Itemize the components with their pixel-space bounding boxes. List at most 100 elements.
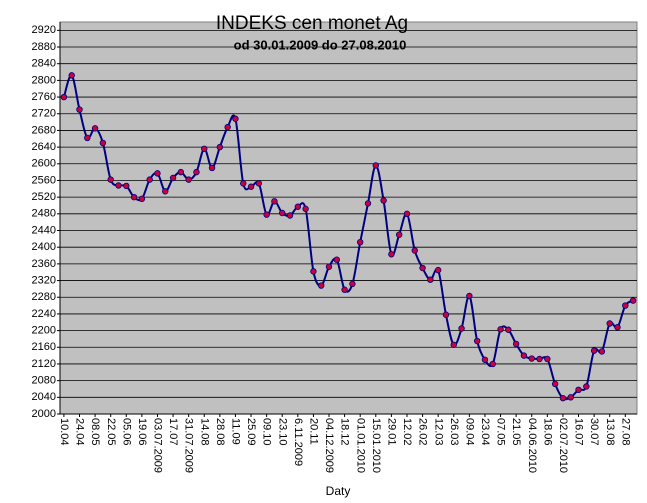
y-tick-label: 2760 (32, 91, 56, 103)
x-tick-label: 24.04 (74, 418, 86, 446)
data-point (544, 355, 551, 363)
data-point (84, 134, 91, 142)
y-tick-label: 2080 (32, 375, 56, 387)
data-point (286, 212, 294, 219)
data-point (294, 203, 302, 210)
data-point (185, 176, 192, 183)
data-point (512, 340, 520, 348)
data-point (255, 180, 263, 187)
x-tick-label: 20.11 (308, 418, 320, 445)
x-tick-label: 15.01.2010 (370, 418, 382, 473)
data-point (388, 251, 395, 258)
data-point (583, 383, 590, 390)
data-point (76, 106, 83, 113)
data-point (395, 231, 403, 238)
x-tick-label: 22.05 (105, 418, 117, 446)
x-tick-label: 23.10 (276, 418, 288, 446)
y-tick-label: 2640 (32, 141, 56, 153)
data-point (528, 355, 535, 362)
data-point (380, 197, 387, 204)
data-point (411, 247, 418, 254)
data-point (318, 282, 325, 289)
x-tick-label: 18.06 (541, 418, 553, 446)
y-tick-label: 2320 (32, 274, 56, 286)
chart-subtitle: od 30.01.2009 do 27.08.2010 (234, 37, 407, 52)
data-point (473, 337, 481, 345)
data-point (497, 326, 504, 333)
data-point (216, 143, 224, 151)
data-point (606, 320, 613, 327)
y-tick-label: 2240 (32, 308, 56, 320)
data-point (232, 115, 239, 122)
x-tick-label: 07.05 (495, 418, 507, 446)
data-point (575, 386, 582, 394)
x-tick-label: 02.07.2010 (557, 418, 569, 473)
x-tick-label: 19.06 (136, 418, 148, 446)
data-point (333, 256, 341, 263)
plot-area (59, 21, 638, 415)
data-point (123, 182, 130, 190)
y-tick-label: 2920 (32, 24, 56, 36)
x-tick-label: 23.04 (479, 418, 491, 446)
x-tick-label: 10.04 (58, 418, 70, 446)
data-point (559, 394, 567, 402)
data-point (138, 195, 146, 203)
y-tick-label: 2520 (32, 191, 56, 203)
y-tick-label: 2680 (32, 124, 56, 136)
data-point (271, 198, 278, 205)
data-point (489, 360, 496, 368)
y-tick-label: 2000 (32, 408, 56, 420)
x-tick-label: 11.09 (230, 418, 242, 445)
x-tick-label: 31.07.2009 (183, 418, 195, 473)
data-point (302, 205, 309, 213)
data-point (364, 200, 372, 207)
data-point (279, 209, 286, 217)
x-tick-label: 25.09 (245, 418, 257, 446)
data-point (91, 125, 99, 132)
data-point (325, 263, 333, 270)
x-tick-label: 12.02 (401, 418, 413, 446)
y-tick-label: 2160 (32, 341, 56, 353)
data-point (154, 170, 161, 177)
data-point (240, 180, 247, 187)
y-tick-label: 2880 (32, 41, 56, 53)
x-tick-label: 14.08 (198, 418, 210, 446)
data-point (590, 347, 598, 354)
data-point (115, 182, 122, 189)
data-point (567, 394, 574, 401)
y-tick-label: 2400 (32, 241, 56, 253)
data-point (201, 145, 208, 152)
x-tick-label: 08.05 (89, 418, 101, 446)
data-point (372, 162, 379, 169)
data-point (551, 380, 559, 388)
data-point (162, 188, 169, 195)
data-point (419, 264, 426, 272)
x-tick-label: 12.03 (432, 418, 444, 446)
y-tick-label: 2440 (32, 224, 56, 236)
data-point (434, 266, 442, 274)
data-point (341, 286, 348, 293)
chart-title: INDEKS cen monet Ag (216, 13, 408, 34)
y-tick-label: 2480 (32, 208, 56, 220)
data-point (442, 311, 450, 318)
data-point (466, 292, 473, 300)
data-point (130, 193, 138, 201)
x-tick-label: 18.12 (339, 418, 351, 446)
x-tick-label: 26.03 (448, 418, 460, 446)
y-tick-label: 2560 (32, 174, 56, 186)
data-point (356, 238, 364, 246)
x-tick-label: 29.01 (385, 418, 397, 446)
x-tick-label: 01.01.2010 (354, 418, 366, 473)
data-point (107, 176, 114, 183)
data-point (458, 325, 465, 332)
data-point (247, 183, 255, 190)
data-point (349, 280, 356, 288)
x-tick-label: 27.08 (619, 418, 631, 446)
x-tick-label: 04.06.2010 (526, 418, 538, 473)
x-tick-label: 09.10 (261, 418, 273, 446)
x-tick-label: 09.04 (463, 418, 475, 446)
data-point (622, 302, 629, 309)
x-tick-label: 28.08 (214, 418, 226, 446)
y-tick-label: 2600 (32, 158, 56, 170)
